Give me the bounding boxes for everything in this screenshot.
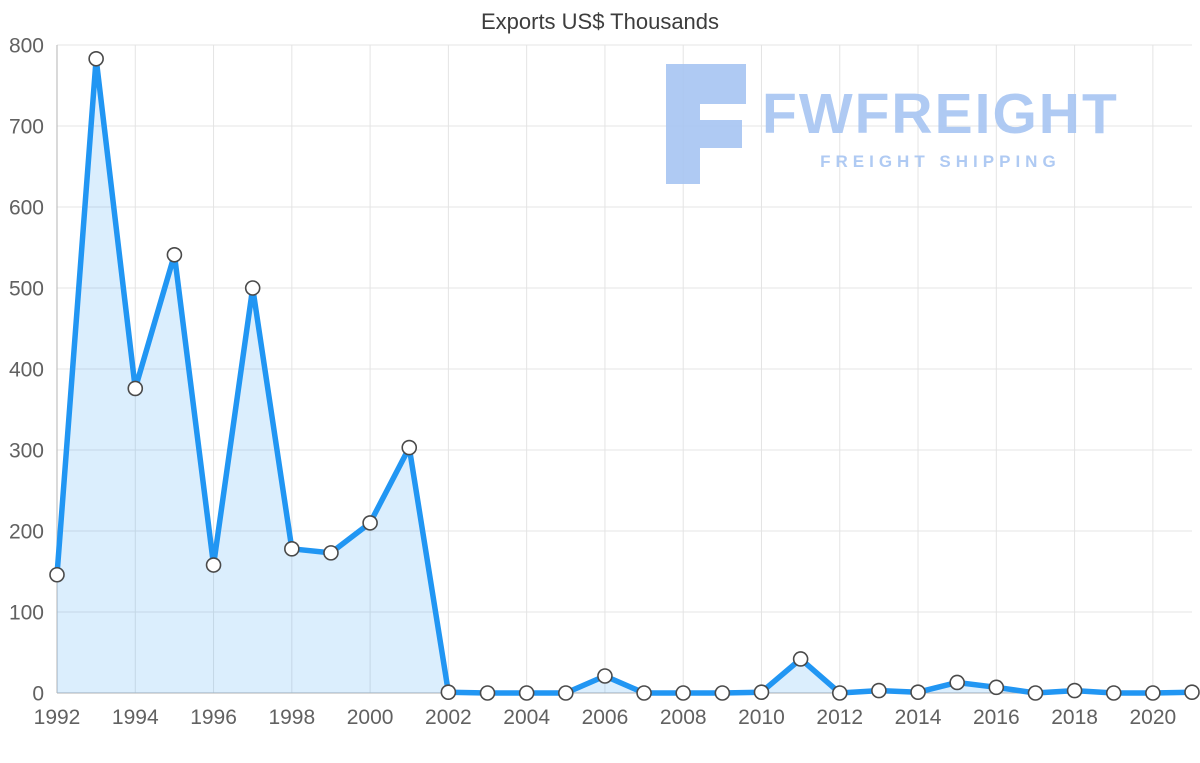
svg-text:800: 800: [9, 34, 44, 57]
svg-text:2016: 2016: [973, 706, 1020, 729]
chart-title: Exports US$ Thousands: [480, 9, 720, 34]
svg-text:200: 200: [9, 520, 44, 543]
svg-text:2008: 2008: [660, 706, 707, 729]
svg-text:2020: 2020: [1130, 706, 1177, 729]
svg-text:100: 100: [9, 601, 44, 624]
svg-text:0: 0: [32, 682, 44, 705]
svg-text:300: 300: [9, 439, 44, 462]
svg-text:2018: 2018: [1051, 706, 1098, 729]
svg-text:1992: 1992: [34, 706, 81, 729]
svg-text:1996: 1996: [190, 706, 237, 729]
svg-text:500: 500: [9, 277, 44, 300]
svg-text:2006: 2006: [582, 706, 629, 729]
svg-text:1998: 1998: [268, 706, 315, 729]
svg-text:600: 600: [9, 196, 44, 219]
svg-text:2004: 2004: [503, 706, 550, 729]
svg-text:400: 400: [9, 358, 44, 381]
svg-text:2014: 2014: [895, 706, 942, 729]
svg-text:700: 700: [9, 115, 44, 138]
svg-text:2010: 2010: [738, 706, 785, 729]
svg-text:2012: 2012: [816, 706, 863, 729]
svg-text:1994: 1994: [112, 706, 159, 729]
svg-text:2002: 2002: [425, 706, 472, 729]
svg-text:2000: 2000: [347, 706, 394, 729]
